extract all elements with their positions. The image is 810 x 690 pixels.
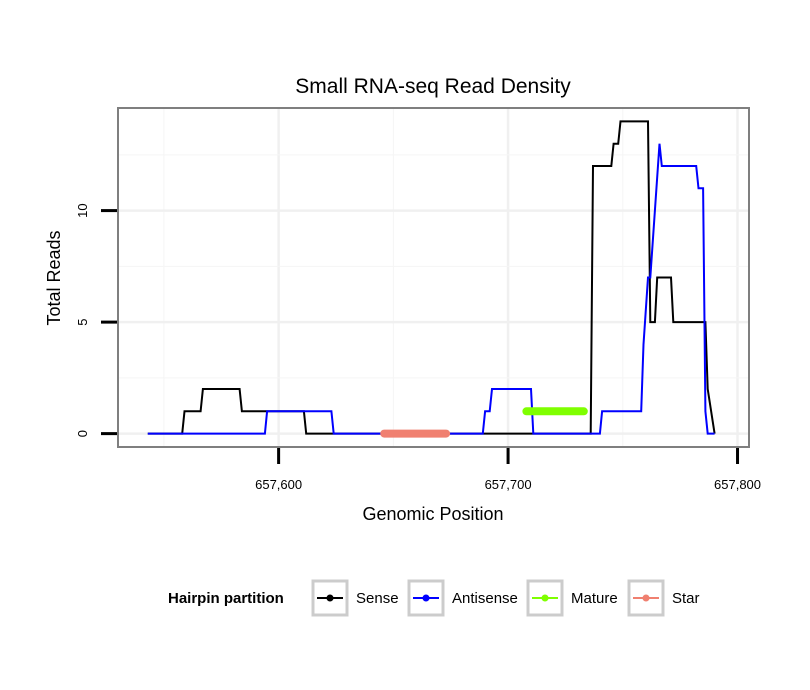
x-tick-label: 657,700	[485, 477, 532, 492]
legend-label: Antisense	[452, 590, 518, 607]
grid-lines	[118, 108, 749, 447]
legend-key-dot	[642, 594, 650, 602]
legend-label: Sense	[356, 590, 399, 607]
chart-title: Small RNA-seq Read Density	[295, 75, 571, 98]
axes: 657,600 657,700 657,800 0 5 10	[75, 203, 761, 492]
legend-item-star: Star	[627, 579, 700, 617]
legend-item-sense: Sense	[311, 579, 399, 617]
y-tick-label: 10	[75, 203, 90, 217]
legend-key-dot	[422, 594, 430, 602]
legend-title: Hairpin partition	[168, 590, 284, 607]
x-tick-label: 657,800	[714, 477, 761, 492]
x-tick-label: 657,600	[255, 477, 302, 492]
series-line-sense	[147, 120, 716, 435]
legend-label: Star	[672, 590, 700, 607]
legend-key-dot	[541, 594, 549, 602]
x-axis-title: Genomic Position	[362, 504, 503, 524]
legend-label: Mature	[571, 590, 618, 607]
plot-panel-border	[117, 107, 750, 448]
y-tick-label: 0	[75, 430, 90, 437]
data-series	[147, 120, 716, 438]
legend-item-antisense: Antisense	[407, 579, 518, 617]
y-axis-title: Total Reads	[44, 230, 64, 325]
legend-key-dot	[326, 594, 334, 602]
legend: Hairpin partition Sense Antisense Mature St…	[168, 579, 700, 617]
legend-item-mature: Mature	[526, 579, 618, 617]
y-tick-label: 5	[75, 318, 90, 325]
